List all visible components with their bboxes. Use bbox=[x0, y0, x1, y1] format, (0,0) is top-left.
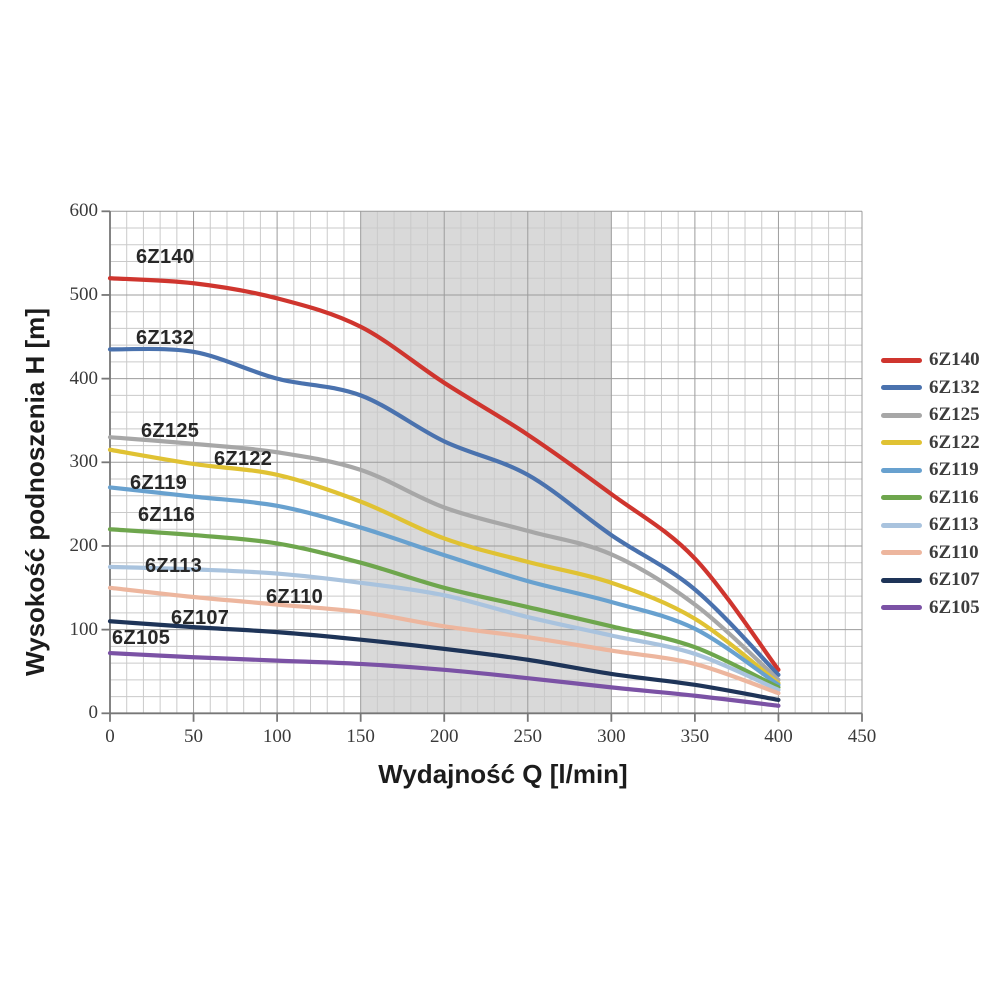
x-tick-label: 300 bbox=[597, 726, 626, 747]
curve-6Z140 bbox=[107, 276, 781, 672]
curve-label-6Z119: 6Z119 bbox=[130, 472, 188, 494]
y-tick-label: 500 bbox=[69, 283, 99, 305]
legend-item-6Z122: 6Z122 bbox=[881, 431, 980, 455]
x-axis-title: Wydajność Q [l/min] bbox=[378, 759, 627, 789]
legend-label: 6Z110 bbox=[929, 541, 979, 563]
curve-label-6Z132: 6Z132 bbox=[136, 327, 195, 349]
legend-item-6Z132: 6Z132 bbox=[881, 376, 980, 400]
x-tick-label: 0 bbox=[105, 726, 115, 747]
legend-item-6Z105: 6Z105 bbox=[881, 596, 980, 620]
legend-label: 6Z116 bbox=[929, 486, 979, 508]
legend-line-swatch bbox=[881, 440, 922, 445]
axes bbox=[101, 210, 863, 722]
curve-label-6Z116: 6Z116 bbox=[138, 504, 196, 526]
curve-6Z132 bbox=[107, 346, 781, 677]
y-axis-title: Wysokość podnoszenia H [m] bbox=[20, 308, 50, 676]
y-tick-label: 600 bbox=[69, 200, 99, 222]
legend-label: 6Z132 bbox=[929, 376, 980, 398]
curve-label-6Z105: 6Z105 bbox=[112, 627, 171, 649]
x-tick-label: 200 bbox=[429, 726, 459, 747]
y-tick-label: 100 bbox=[69, 618, 99, 640]
legend-item-6Z140: 6Z140 bbox=[881, 348, 980, 372]
legend-label: 6Z105 bbox=[929, 596, 980, 618]
legend-item-6Z110: 6Z110 bbox=[881, 541, 979, 565]
curves bbox=[107, 276, 781, 708]
legend-label: 6Z107 bbox=[929, 569, 980, 590]
curve-label-6Z110: 6Z110 bbox=[266, 586, 324, 608]
y-tick-label: 0 bbox=[88, 702, 99, 724]
x-tick-label: 50 bbox=[184, 726, 204, 747]
curve-6Z125 bbox=[107, 435, 781, 682]
y-tick-label: 300 bbox=[69, 451, 99, 473]
legend-line-swatch bbox=[881, 577, 922, 583]
legend-line-swatch bbox=[881, 605, 922, 610]
y-tick-label: 400 bbox=[69, 367, 99, 389]
gridlines bbox=[109, 210, 863, 714]
legend-label: 6Z125 bbox=[929, 404, 980, 425]
legend-item-6Z116: 6Z116 bbox=[881, 486, 979, 510]
curve-6Z105 bbox=[107, 650, 781, 708]
legend-line-swatch bbox=[881, 357, 922, 363]
curve-6Z119 bbox=[107, 485, 781, 687]
curve-6Z116 bbox=[107, 527, 781, 690]
x-tick-label: 450 bbox=[847, 726, 877, 747]
curve-6Z110 bbox=[107, 585, 781, 696]
x-tick-label: 150 bbox=[346, 726, 375, 747]
x-tick-label: 100 bbox=[262, 726, 292, 747]
legend-label: 6Z113 bbox=[929, 514, 979, 535]
legend-item-6Z125: 6Z125 bbox=[881, 403, 980, 427]
curve-6Z122 bbox=[107, 447, 781, 686]
legend-line-swatch bbox=[881, 467, 922, 473]
x-tick-label: 350 bbox=[680, 726, 710, 747]
legend-label: 6Z140 bbox=[929, 349, 980, 370]
x-tick-label: 250 bbox=[513, 726, 543, 747]
legend-item-6Z119: 6Z119 bbox=[881, 458, 979, 482]
legend-label: 6Z119 bbox=[929, 459, 979, 480]
legend-line-swatch bbox=[881, 522, 922, 528]
legend-label: 6Z122 bbox=[929, 431, 980, 453]
curve-6Z113 bbox=[107, 564, 781, 692]
y-tick-label: 200 bbox=[69, 534, 99, 556]
curve-label-6Z122: 6Z122 bbox=[214, 448, 273, 470]
legend-item-6Z113: 6Z113 bbox=[881, 513, 979, 537]
curve-label-6Z125: 6Z125 bbox=[141, 420, 200, 442]
x-tick-label: 400 bbox=[764, 726, 793, 747]
legend-line-swatch bbox=[881, 550, 922, 555]
legend-item-6Z107: 6Z107 bbox=[881, 568, 980, 592]
legend-line-swatch bbox=[881, 495, 922, 500]
curve-label-6Z113: 6Z113 bbox=[145, 555, 203, 577]
curve-label-6Z140: 6Z140 bbox=[136, 246, 195, 268]
curve-6Z107 bbox=[107, 619, 781, 703]
legend-line-swatch bbox=[881, 412, 922, 418]
legend-line-swatch bbox=[881, 385, 922, 390]
curve-label-6Z107: 6Z107 bbox=[171, 607, 230, 629]
